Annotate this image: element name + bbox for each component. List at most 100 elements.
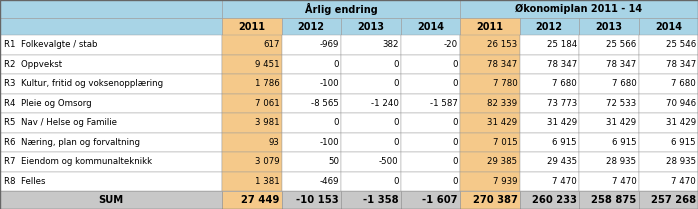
- Bar: [0, 18, 222, 35]
- Text: 0: 0: [452, 60, 458, 69]
- Text: 0: 0: [393, 177, 399, 186]
- Text: -469: -469: [320, 177, 339, 186]
- Bar: [639, 133, 698, 152]
- Text: 2013: 2013: [357, 22, 385, 32]
- Bar: [281, 93, 341, 113]
- Text: 9 451: 9 451: [255, 60, 279, 69]
- Text: 2014: 2014: [655, 22, 682, 32]
- Text: 28 935: 28 935: [607, 157, 637, 166]
- Bar: [222, 93, 281, 113]
- Text: 0: 0: [334, 60, 339, 69]
- Bar: [222, 113, 281, 133]
- Text: 7 680: 7 680: [552, 79, 577, 88]
- Text: -1 587: -1 587: [430, 99, 458, 108]
- Text: R8  Felles: R8 Felles: [4, 177, 45, 186]
- Text: -10 153: -10 153: [297, 195, 339, 205]
- Bar: [519, 191, 579, 209]
- Bar: [341, 93, 401, 113]
- Text: R4  Pleie og Omsorg: R4 Pleie og Omsorg: [4, 99, 91, 108]
- Text: 6 915: 6 915: [671, 138, 696, 147]
- Bar: [460, 113, 519, 133]
- Bar: [0, 152, 222, 172]
- Bar: [460, 172, 519, 191]
- Bar: [341, 74, 401, 93]
- Text: 28 935: 28 935: [666, 157, 696, 166]
- Bar: [222, 35, 281, 55]
- Text: 1 381: 1 381: [255, 177, 279, 186]
- Bar: [579, 18, 639, 35]
- Bar: [519, 18, 579, 35]
- Bar: [222, 152, 281, 172]
- Text: R5  Nav / Helse og Familie: R5 Nav / Helse og Familie: [4, 118, 117, 127]
- Text: 31 429: 31 429: [487, 118, 517, 127]
- Bar: [281, 133, 341, 152]
- Bar: [519, 93, 579, 113]
- Text: 3 079: 3 079: [255, 157, 279, 166]
- Bar: [281, 74, 341, 93]
- Text: 7 061: 7 061: [255, 99, 279, 108]
- Text: 29 435: 29 435: [547, 157, 577, 166]
- Text: -969: -969: [320, 40, 339, 49]
- Text: -1 240: -1 240: [371, 99, 399, 108]
- Text: R7  Eiendom og kommunalteknikk: R7 Eiendom og kommunalteknikk: [4, 157, 152, 166]
- Bar: [281, 18, 341, 35]
- Bar: [519, 55, 579, 74]
- Text: 0: 0: [452, 118, 458, 127]
- Bar: [579, 152, 639, 172]
- Bar: [222, 172, 281, 191]
- Text: 2012: 2012: [298, 22, 325, 32]
- Text: 2011: 2011: [476, 22, 503, 32]
- Text: 0: 0: [452, 157, 458, 166]
- Text: 72 533: 72 533: [607, 99, 637, 108]
- Text: 31 429: 31 429: [547, 118, 577, 127]
- Text: 0: 0: [334, 118, 339, 127]
- Bar: [0, 0, 222, 18]
- Bar: [222, 18, 281, 35]
- Bar: [401, 152, 460, 172]
- Text: 93: 93: [269, 138, 279, 147]
- Bar: [519, 113, 579, 133]
- Bar: [0, 191, 222, 209]
- Text: 1 786: 1 786: [255, 79, 279, 88]
- Text: 70 946: 70 946: [666, 99, 696, 108]
- Text: 0: 0: [393, 118, 399, 127]
- Text: 50: 50: [328, 157, 339, 166]
- Bar: [341, 152, 401, 172]
- Text: 73 773: 73 773: [547, 99, 577, 108]
- Text: 29 385: 29 385: [487, 157, 517, 166]
- Text: 31 429: 31 429: [666, 118, 696, 127]
- Text: SUM: SUM: [98, 195, 124, 205]
- Bar: [222, 74, 281, 93]
- Text: 78 347: 78 347: [547, 60, 577, 69]
- Bar: [460, 74, 519, 93]
- Text: 0: 0: [393, 138, 399, 147]
- Bar: [579, 93, 639, 113]
- Text: 0: 0: [452, 138, 458, 147]
- Text: 0: 0: [452, 79, 458, 88]
- Bar: [341, 172, 401, 191]
- Bar: [281, 191, 341, 209]
- Bar: [401, 191, 460, 209]
- Text: 78 347: 78 347: [487, 60, 517, 69]
- Bar: [401, 35, 460, 55]
- Bar: [519, 152, 579, 172]
- Text: -100: -100: [320, 79, 339, 88]
- Bar: [460, 133, 519, 152]
- Text: 2011: 2011: [238, 22, 265, 32]
- Text: 25 566: 25 566: [607, 40, 637, 49]
- Bar: [579, 133, 639, 152]
- Bar: [460, 55, 519, 74]
- Bar: [0, 74, 222, 93]
- Text: -20: -20: [444, 40, 458, 49]
- Bar: [341, 133, 401, 152]
- Text: 3 981: 3 981: [255, 118, 279, 127]
- Text: 617: 617: [263, 40, 279, 49]
- Bar: [281, 152, 341, 172]
- Text: 31 429: 31 429: [607, 118, 637, 127]
- Bar: [639, 191, 698, 209]
- Bar: [579, 191, 639, 209]
- Text: 7 470: 7 470: [671, 177, 696, 186]
- Bar: [0, 35, 222, 55]
- Text: R1  Folkevalgte / stab: R1 Folkevalgte / stab: [4, 40, 98, 49]
- Text: 25 184: 25 184: [547, 40, 577, 49]
